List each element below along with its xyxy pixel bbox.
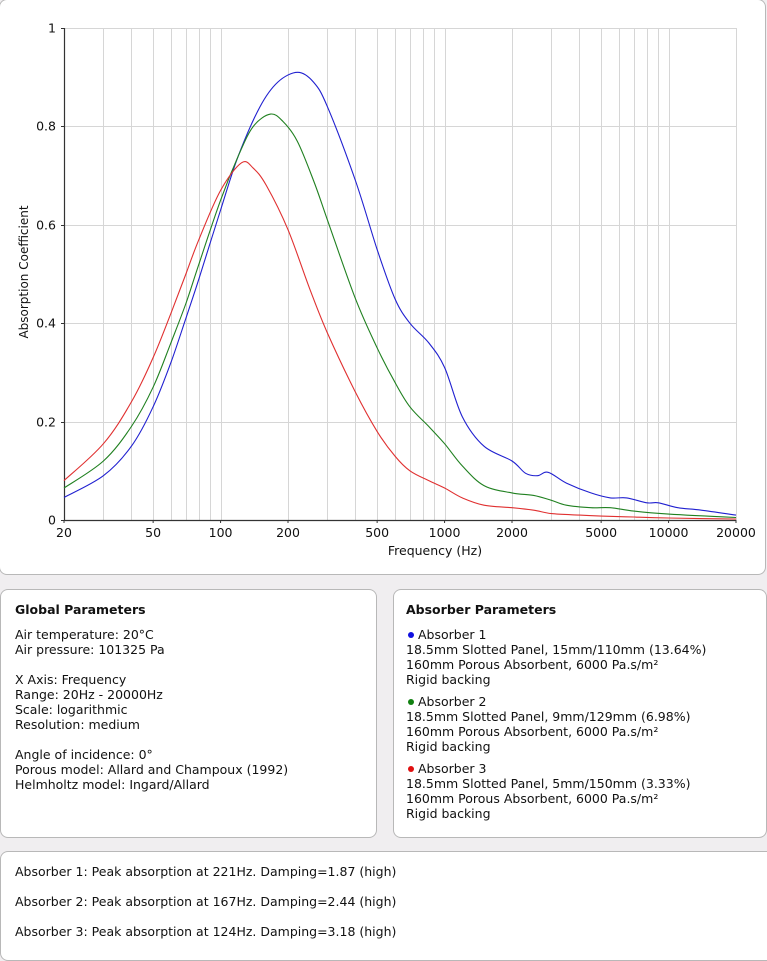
resolution-setting: Resolution: medium (15, 717, 140, 732)
global-parameters-panel: Global Parameters Air temperature: 20°C … (0, 589, 377, 838)
x-tick-label: 50 (145, 525, 161, 540)
result-line: Absorber 2: Peak absorption at 167Hz. Da… (15, 894, 397, 909)
series-line-absorber-1 (63, 71, 737, 516)
x-tick-label: 1000 (429, 525, 461, 540)
absorber-name: Absorber 3 (418, 761, 487, 776)
scale-setting: Scale: logarithmic (15, 702, 128, 717)
absorber-backing: Rigid backing (406, 739, 491, 754)
absorber-item: Absorber 2 18.5mm Slotted Panel, 9mm/129… (406, 694, 754, 754)
x-tick-label: 10000 (649, 525, 689, 540)
absorber-color-dot-icon (408, 698, 414, 705)
series-line-absorber-2 (63, 113, 737, 519)
x-axis-setting: X Axis: Frequency (15, 672, 127, 687)
porous-model: Porous model: Allard and Champoux (1992) (15, 762, 289, 777)
x-tick-label: 500 (365, 525, 389, 540)
absorber-porous-spec: 160mm Porous Absorbent, 6000 Pa.s/m² (406, 791, 659, 806)
absorber-backing: Rigid backing (406, 672, 491, 687)
x-tick-label: 100 (209, 525, 233, 540)
absorber-porous-spec: 160mm Porous Absorbent, 6000 Pa.s/m² (406, 724, 659, 739)
absorber-backing: Rigid backing (406, 806, 491, 821)
result-line: Absorber 1: Peak absorption at 221Hz. Da… (15, 864, 397, 879)
absorber-color-dot-icon (408, 765, 414, 772)
y-tick-label: 0.8 (36, 119, 56, 134)
range-setting: Range: 20Hz - 20000Hz (15, 687, 163, 702)
series-line-absorber-3 (63, 161, 737, 520)
x-tick-label: 20000 (716, 525, 756, 540)
absorber-item: Absorber 3 18.5mm Slotted Panel, 5mm/150… (406, 761, 754, 821)
y-tick-label: 1 (48, 21, 56, 36)
angle-of-incidence: Angle of incidence: 0° (15, 747, 153, 762)
grid-layer (64, 28, 737, 520)
y-tick-label: 0.2 (36, 415, 56, 430)
x-tick-label: 5000 (585, 525, 617, 540)
absorber-parameters-panel: Absorber Parameters Absorber 1 18.5mm Sl… (393, 589, 767, 838)
x-tick-label: 2000 (496, 525, 528, 540)
x-tick-label: 20 (56, 525, 72, 540)
absorber-item: Absorber 1 18.5mm Slotted Panel, 15mm/11… (406, 627, 754, 687)
absorber-panel-spec: 18.5mm Slotted Panel, 5mm/150mm (3.33%) (406, 776, 691, 791)
absorber-name: Absorber 1 (418, 627, 487, 642)
absorber-name: Absorber 2 (418, 694, 487, 709)
air-pressure: Air pressure: 101325 Pa (15, 642, 165, 657)
absorber-parameters-title: Absorber Parameters (406, 602, 557, 617)
global-parameters-title: Global Parameters (15, 602, 146, 617)
result-line: Absorber 3: Peak absorption at 124Hz. Da… (15, 924, 397, 939)
y-tick-label: 0 (48, 513, 56, 528)
y-tick-label: 0.6 (36, 218, 56, 233)
absorber-porous-spec: 160mm Porous Absorbent, 6000 Pa.s/m² (406, 657, 659, 672)
axis-layer: 0 0.2 0.4 0.6 0.8 1 20 50 100 200 500 1000 2000 5000 1… (36, 21, 756, 541)
y-tick-label: 0.4 (36, 316, 56, 331)
x-axis-label: Frequency (Hz) (388, 543, 482, 558)
chart-panel: 0 0.2 0.4 0.6 0.8 1 20 50 100 200 500 1000 2000 5000 1… (0, 0, 766, 575)
x-tick-label: 200 (276, 525, 300, 540)
results-panel: Absorber 1: Peak absorption at 221Hz. Da… (0, 851, 767, 961)
helmholtz-model: Helmholtz model: Ingard/Allard (15, 777, 210, 792)
y-axis-label: Absorption Coefficient (17, 205, 31, 338)
absorber-panel-spec: 18.5mm Slotted Panel, 9mm/129mm (6.98%) (406, 709, 691, 724)
series-layer (63, 71, 737, 520)
air-temperature: Air temperature: 20°C (15, 627, 154, 642)
absorption-chart: 0 0.2 0.4 0.6 0.8 1 20 50 100 200 500 1000 2000 5000 1… (17, 21, 756, 559)
absorber-panel-spec: 18.5mm Slotted Panel, 15mm/110mm (13.64%… (406, 642, 707, 657)
absorber-color-dot-icon (408, 631, 414, 638)
